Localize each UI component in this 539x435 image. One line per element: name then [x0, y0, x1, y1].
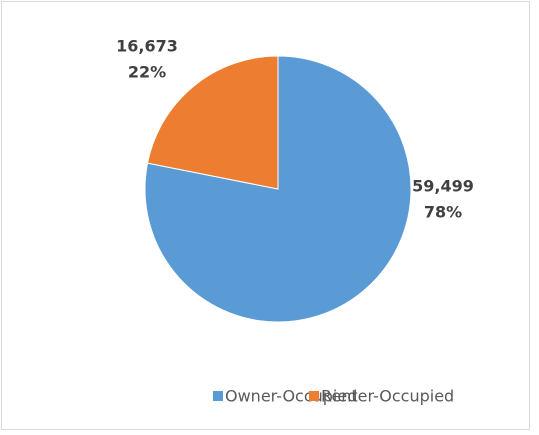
percent-label: 78% [424, 203, 462, 222]
legend-swatch [213, 391, 223, 401]
percent-label: 22% [128, 63, 166, 82]
legend-swatch [309, 391, 319, 401]
legend-label: Renter-Occupied [321, 387, 454, 406]
pie-slice [146, 55, 279, 190]
legend-label: Owner-Occupied [225, 387, 357, 406]
data-label: 16,673 [116, 37, 178, 56]
data-label: 59,499 [412, 177, 474, 196]
